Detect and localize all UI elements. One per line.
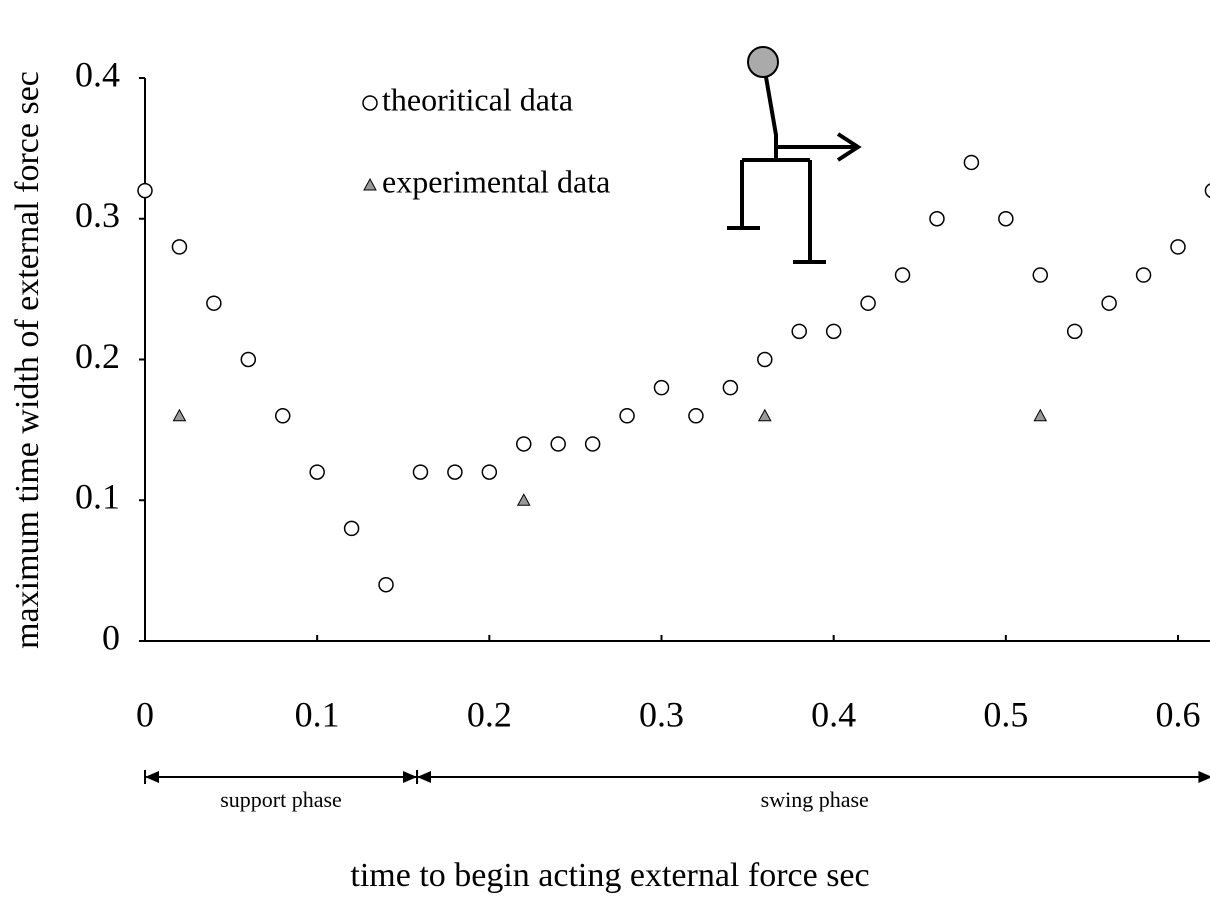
legend-marker bbox=[362, 95, 378, 111]
legend-label: experimental data bbox=[382, 163, 610, 199]
point bbox=[653, 379, 670, 396]
point bbox=[963, 154, 980, 171]
y-axis-label: maximum time width of external force sec bbox=[9, 71, 46, 649]
point bbox=[378, 576, 394, 593]
point bbox=[619, 408, 635, 424]
point bbox=[722, 379, 739, 396]
point bbox=[791, 323, 807, 340]
phase-label: swing phase bbox=[761, 787, 869, 812]
y-tick-label: 0.2 bbox=[75, 336, 120, 376]
phase-label: support phase bbox=[220, 787, 342, 812]
point bbox=[1135, 267, 1152, 283]
point bbox=[240, 351, 257, 368]
point bbox=[1101, 295, 1117, 311]
point bbox=[309, 464, 325, 480]
x-tick-label: 0.4 bbox=[811, 694, 856, 734]
point bbox=[1066, 323, 1083, 340]
point bbox=[481, 464, 498, 480]
point bbox=[998, 211, 1014, 227]
point bbox=[929, 211, 945, 227]
point bbox=[688, 408, 704, 424]
point bbox=[825, 323, 842, 340]
point bbox=[137, 182, 153, 199]
point bbox=[757, 408, 772, 422]
runner-icon bbox=[727, 46, 862, 264]
legend-label: theoritical data bbox=[382, 81, 573, 117]
x-tick-label: 0.5 bbox=[983, 694, 1028, 734]
point bbox=[516, 493, 531, 506]
point bbox=[1032, 267, 1049, 283]
y-tick-label: 0.1 bbox=[75, 477, 120, 517]
point bbox=[171, 239, 188, 255]
x-tick-label: 0.2 bbox=[467, 694, 512, 734]
y-tick-label: 0.3 bbox=[75, 195, 120, 235]
point bbox=[894, 267, 911, 283]
point bbox=[1204, 183, 1210, 198]
point bbox=[1033, 408, 1048, 422]
point bbox=[516, 436, 532, 452]
point bbox=[343, 520, 360, 537]
point bbox=[412, 464, 429, 480]
x-tick-label: 0 bbox=[136, 694, 154, 734]
y-tick-label: 0.4 bbox=[75, 54, 120, 94]
y-tick-label: 0 bbox=[102, 617, 120, 657]
point bbox=[757, 351, 773, 368]
point bbox=[447, 464, 463, 480]
x-axis-label: time to begin acting external force sec bbox=[350, 857, 869, 894]
point bbox=[584, 436, 601, 452]
x-tick-label: 0.6 bbox=[1156, 694, 1201, 734]
x-tick-label: 0.3 bbox=[639, 694, 684, 734]
x-tick-label: 0.1 bbox=[295, 694, 340, 734]
point bbox=[550, 436, 566, 452]
point bbox=[860, 295, 876, 311]
point bbox=[1170, 239, 1186, 255]
point bbox=[172, 408, 187, 422]
legend-marker bbox=[363, 177, 377, 191]
point bbox=[274, 408, 291, 424]
point bbox=[206, 295, 222, 311]
